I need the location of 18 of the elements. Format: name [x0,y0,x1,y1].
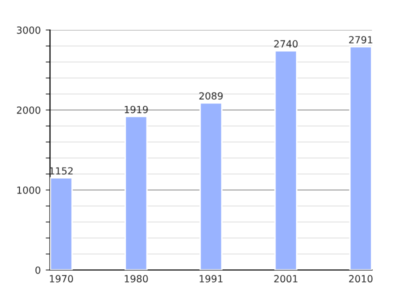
x-tick-label: 2001 [274,275,298,282]
bar [349,46,372,270]
y-tick-label: 3000 [16,26,40,34]
y-tick-label: 0 [35,266,40,274]
x-tick-label: 1980 [124,275,148,282]
data-label: 1919 [124,106,148,114]
bar [274,50,298,270]
data-label: 2740 [274,40,298,48]
y-tick-label: 2000 [16,106,40,114]
bar [50,177,73,270]
y-tick-label: 1000 [17,186,40,194]
bar [124,116,148,270]
bar [199,102,223,270]
data-label: 2089 [199,92,223,100]
data-label: 2791 [349,36,372,44]
x-tick-label: 2010 [349,275,372,282]
x-tick-label: 1970 [50,275,73,282]
x-tick-label: 1991 [200,275,222,282]
